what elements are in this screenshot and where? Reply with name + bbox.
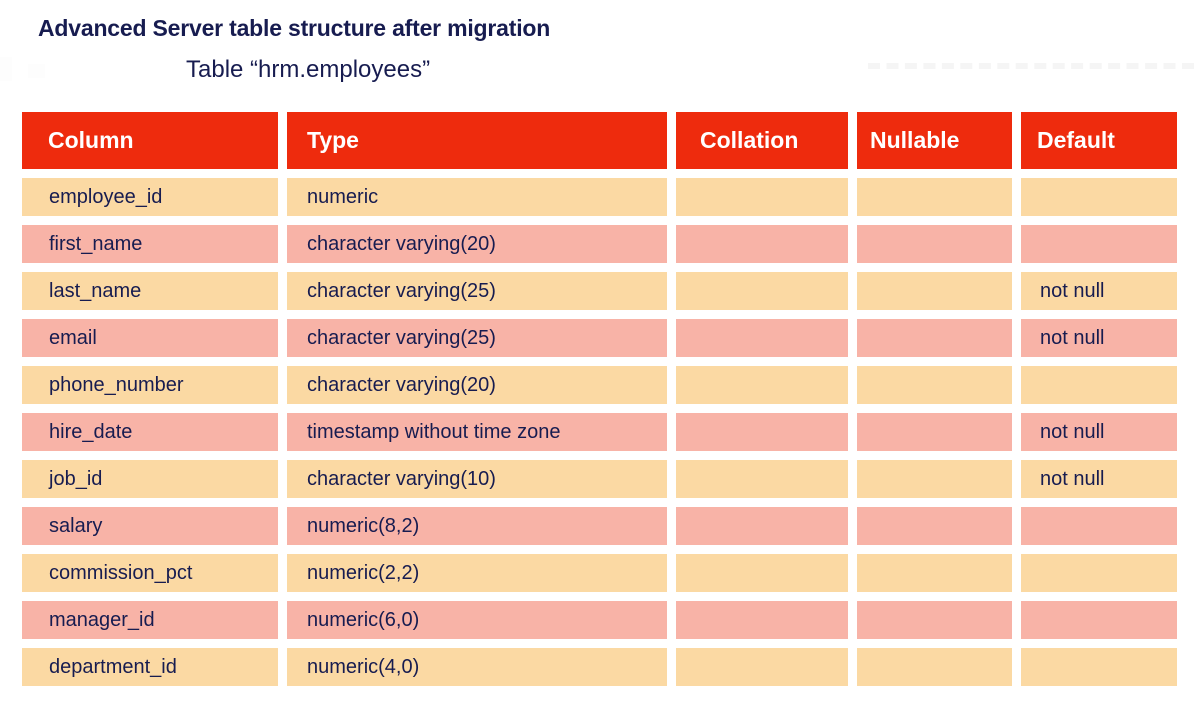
row-job_id-cell-2	[676, 460, 848, 498]
row-manager_id-cell-3	[857, 601, 1012, 639]
row-department_id-cell-1: numeric(4,0)	[287, 648, 667, 686]
row-email-cell-3	[857, 319, 1012, 357]
row-commission_pct-cell-2	[676, 554, 848, 592]
row-phone_number-cell-3	[857, 366, 1012, 404]
row-first_name-cell-0: first_name	[22, 225, 278, 263]
row-job_id-cell-4: not null	[1021, 460, 1177, 498]
row-hire_date-cell-0: hire_date	[22, 413, 278, 451]
row-email-cell-1: character varying(25)	[287, 319, 667, 357]
edge-artifact	[0, 57, 12, 81]
row-employee_id-cell-3	[857, 178, 1012, 216]
row-manager_id-cell-2	[676, 601, 848, 639]
row-salary-cell-1: numeric(8,2)	[287, 507, 667, 545]
faint-dashed-line	[868, 63, 1194, 69]
row-manager_id-cell-1: numeric(6,0)	[287, 601, 667, 639]
row-department_id-cell-0: department_id	[22, 648, 278, 686]
row-hire_date-cell-4: not null	[1021, 413, 1177, 451]
row-job_id-cell-0: job_id	[22, 460, 278, 498]
header-cell-collation: Collation	[676, 112, 848, 169]
table-caption: Table “hrm.employees”	[186, 56, 431, 83]
row-email-cell-0: email	[22, 319, 278, 357]
row-employee_id-cell-1: numeric	[287, 178, 667, 216]
row-manager_id-cell-0: manager_id	[22, 601, 278, 639]
row-manager_id-cell-4	[1021, 601, 1177, 639]
row-hire_date-cell-3	[857, 413, 1012, 451]
edge-artifact	[28, 64, 45, 78]
row-first_name-cell-2	[676, 225, 848, 263]
header-cell-nullable: Nullable	[857, 112, 1012, 169]
row-last_name-cell-3	[857, 272, 1012, 310]
row-job_id-cell-1: character varying(10)	[287, 460, 667, 498]
row-last_name-cell-4: not null	[1021, 272, 1177, 310]
row-employee_id-cell-4	[1021, 178, 1177, 216]
row-first_name-cell-3	[857, 225, 1012, 263]
row-department_id-cell-3	[857, 648, 1012, 686]
row-phone_number-cell-1: character varying(20)	[287, 366, 667, 404]
row-phone_number-cell-0: phone_number	[22, 366, 278, 404]
row-last_name-cell-2	[676, 272, 848, 310]
header-cell-type: Type	[287, 112, 667, 169]
row-department_id-cell-2	[676, 648, 848, 686]
row-employee_id-cell-0: employee_id	[22, 178, 278, 216]
row-email-cell-4: not null	[1021, 319, 1177, 357]
row-commission_pct-cell-0: commission_pct	[22, 554, 278, 592]
row-last_name-cell-0: last_name	[22, 272, 278, 310]
row-salary-cell-0: salary	[22, 507, 278, 545]
row-employee_id-cell-2	[676, 178, 848, 216]
row-commission_pct-cell-1: numeric(2,2)	[287, 554, 667, 592]
row-email-cell-2	[676, 319, 848, 357]
header-cell-default: Default	[1021, 112, 1177, 169]
row-first_name-cell-4	[1021, 225, 1177, 263]
row-department_id-cell-4	[1021, 648, 1177, 686]
row-hire_date-cell-2	[676, 413, 848, 451]
row-salary-cell-2	[676, 507, 848, 545]
header-cell-column: Column	[22, 112, 278, 169]
row-commission_pct-cell-4	[1021, 554, 1177, 592]
row-first_name-cell-1: character varying(20)	[287, 225, 667, 263]
row-commission_pct-cell-3	[857, 554, 1012, 592]
row-salary-cell-4	[1021, 507, 1177, 545]
schema-table: Column Type Collation Nullable Default employ…	[22, 112, 1177, 686]
row-job_id-cell-3	[857, 460, 1012, 498]
row-last_name-cell-1: character varying(25)	[287, 272, 667, 310]
row-phone_number-cell-4	[1021, 366, 1177, 404]
row-hire_date-cell-1: timestamp without time zone	[287, 413, 667, 451]
page-title: Advanced Server table structure after mi…	[38, 15, 551, 41]
row-salary-cell-3	[857, 507, 1012, 545]
row-phone_number-cell-2	[676, 366, 848, 404]
